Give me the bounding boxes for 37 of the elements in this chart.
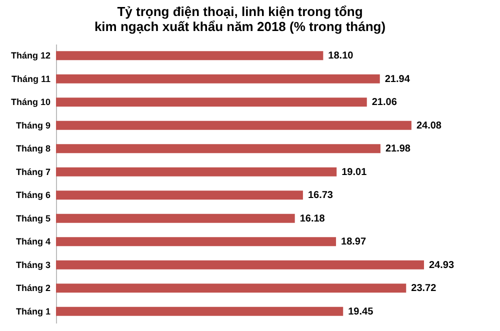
y-tick-label: Tháng 12 (10, 50, 50, 61)
bar (56, 284, 406, 293)
data-label: 21.98 (385, 144, 411, 155)
y-tick-label: Tháng 9 (16, 120, 50, 130)
data-label: 16.73 (308, 190, 334, 202)
y-tick-label: Tháng 10 (10, 97, 50, 108)
y-tick-label: Tháng 5 (16, 213, 50, 224)
data-label: 21.94 (384, 74, 410, 85)
y-tick-label: Tháng 8 (16, 144, 50, 154)
y-tick-label: Tháng 1 (16, 306, 50, 316)
bar (56, 190, 303, 200)
data-label: 19.45 (348, 306, 374, 318)
data-label: 16.18 (300, 213, 326, 224)
y-tick-label: Tháng 7 (16, 166, 50, 177)
bar (56, 98, 367, 107)
chart-title: Tỷ trọng điện thoại, linh kiện trong tổng kim ngạch xuất khẩu năm 2018 (% trong tháng) (94, 4, 386, 34)
y-tick-label: Tháng 4 (16, 236, 50, 247)
data-label: 23.72 (411, 283, 437, 294)
data-label: 24.08 (416, 120, 442, 132)
bar (56, 74, 380, 84)
data-label: 18.10 (328, 50, 354, 62)
bar (56, 214, 295, 223)
data-label: 18.97 (341, 236, 366, 248)
bar (56, 237, 336, 246)
bar (56, 120, 412, 130)
bar (56, 144, 380, 154)
bar (56, 260, 424, 270)
bar (56, 167, 337, 176)
y-tick-label: Tháng 2 (16, 283, 50, 294)
data-label: 21.06 (372, 97, 398, 108)
data-label: 24.93 (429, 260, 454, 271)
bar (56, 306, 344, 316)
y-tick-label: Tháng 6 (16, 190, 50, 200)
bar (56, 51, 324, 60)
data-label: 19.01 (342, 166, 368, 178)
y-tick-label: Tháng 11 (11, 74, 50, 84)
y-tick-label: Tháng 3 (16, 260, 50, 270)
